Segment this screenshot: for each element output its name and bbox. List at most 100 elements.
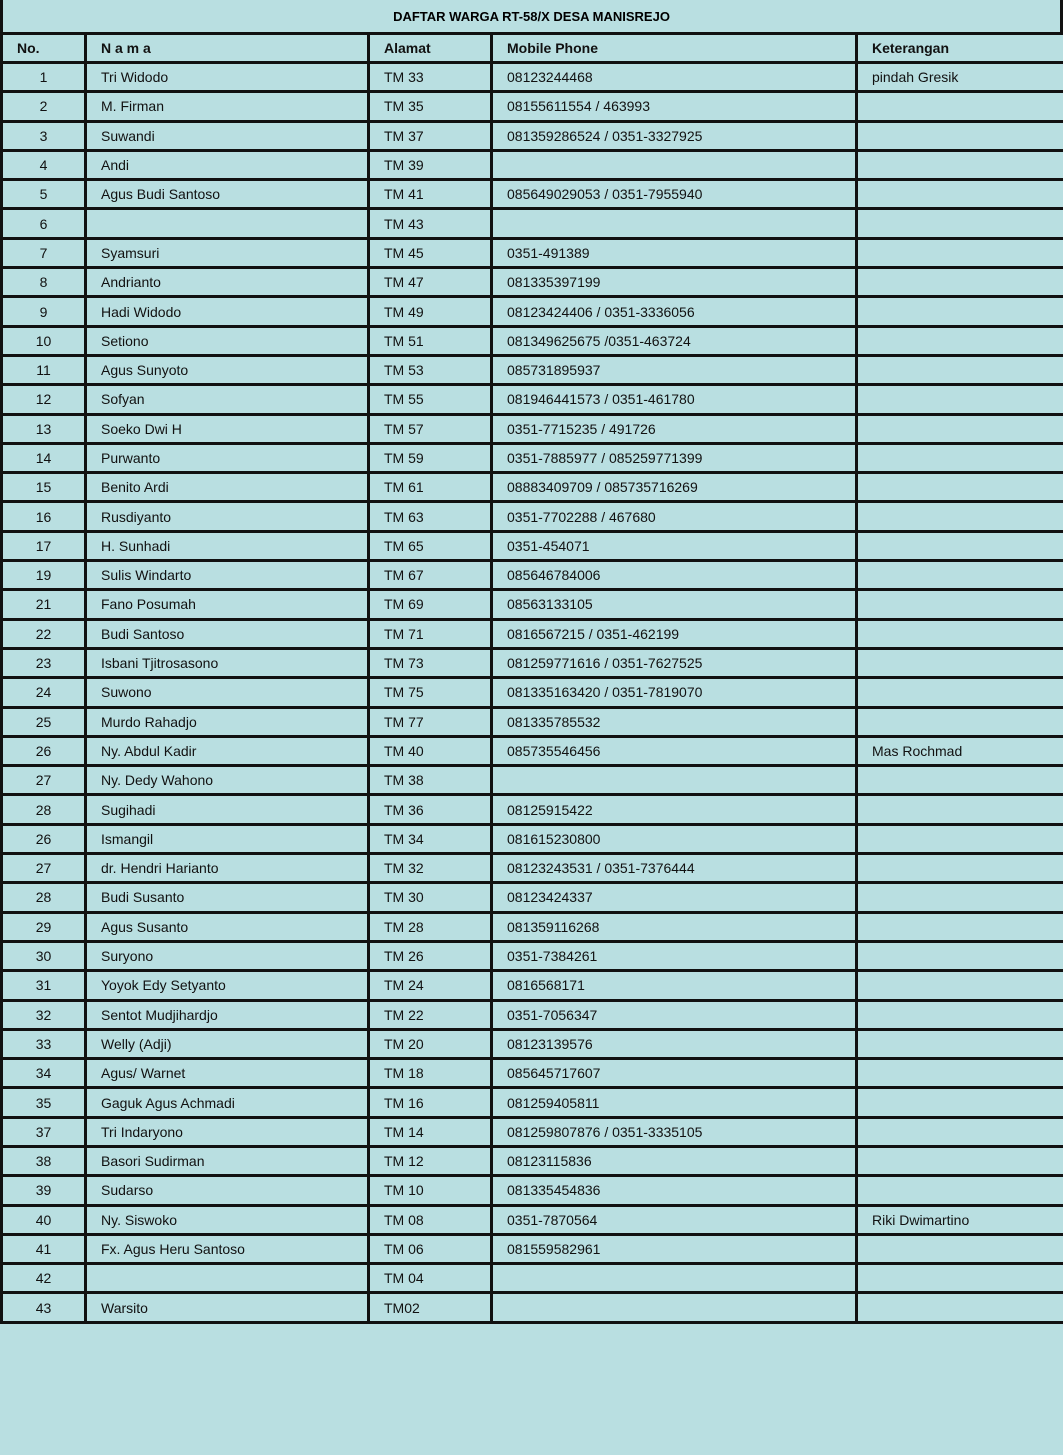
table-row: 8 Andrianto TM 47 081335397199 <box>0 266 1063 299</box>
cell-keterangan <box>855 910 1063 943</box>
cell-alamat: TM 35 <box>367 90 493 123</box>
cell-phone: 0351-491389 <box>490 236 858 270</box>
table-row: 28 Sugihadi TM 36 08125915422 <box>0 793 1063 826</box>
header-row: No. N a m a Alamat Mobile Phone Keterang… <box>0 32 1063 64</box>
cell-no: 43 <box>0 1291 87 1324</box>
table-row: 23 Isbani Tjitrosasono TM 73 081259771616 /… <box>0 646 1063 680</box>
page-title: DAFTAR WARGA RT-58/X DESA MANISREJO <box>0 0 1063 32</box>
cell-alamat: TM 32 <box>367 852 493 885</box>
cell-nama: Sofyan <box>84 383 370 416</box>
cell-keterangan <box>855 148 1063 182</box>
cell-keterangan <box>855 441 1063 475</box>
cell-alamat: TM 67 <box>367 559 493 592</box>
header-alamat: Alamat <box>367 32 493 64</box>
cell-nama: Ny. Siswoko <box>84 1203 370 1236</box>
cell-phone: 085735546456 <box>490 734 858 768</box>
cell-phone: 081259771616 / 0351-7627525 <box>490 646 858 680</box>
cell-no: 12 <box>0 383 87 416</box>
cell-phone: 0351-7885977 / 085259771399 <box>490 441 858 475</box>
cell-phone: 08125915422 <box>490 793 858 826</box>
table-row: 19 Sulis Windarto TM 67 085646784006 <box>0 559 1063 592</box>
cell-nama: Tri Indaryono <box>84 1115 370 1148</box>
table-row: 35 Gaguk Agus Achmadi TM 16 081259405811 <box>0 1086 1063 1119</box>
cell-no: 9 <box>0 295 87 328</box>
cell-no: 14 <box>0 441 87 475</box>
cell-no: 17 <box>0 529 87 563</box>
cell-alamat: TM 49 <box>367 295 493 328</box>
cell-keterangan <box>855 588 1063 621</box>
header-phone: Mobile Phone <box>490 32 858 64</box>
cell-keterangan <box>855 559 1063 592</box>
cell-phone: 085645717607 <box>490 1057 858 1090</box>
cell-no: 15 <box>0 471 87 504</box>
cell-nama: Agus/ Warnet <box>84 1057 370 1090</box>
cell-alamat: TM 12 <box>367 1144 493 1178</box>
cell-phone: 085646784006 <box>490 559 858 592</box>
cell-alamat: TM 06 <box>367 1232 493 1266</box>
cell-keterangan <box>855 617 1063 650</box>
cell-nama: Purwanto <box>84 441 370 475</box>
cell-nama: Hadi Widodo <box>84 295 370 328</box>
cell-keterangan <box>855 1115 1063 1148</box>
cell-no: 7 <box>0 236 87 270</box>
cell-phone: 081359286524 / 0351-3327925 <box>490 119 858 152</box>
table-row: 13 Soeko Dwi H TM 57 0351-7715235 / 491726 <box>0 412 1063 445</box>
cell-keterangan <box>855 793 1063 826</box>
cell-alamat: TM 47 <box>367 266 493 299</box>
table-row: 3 Suwandi TM 37 081359286524 / 0351-3327925 <box>0 119 1063 152</box>
cell-no: 27 <box>0 852 87 885</box>
cell-keterangan <box>855 969 1063 1002</box>
cell-alamat: TM 37 <box>367 119 493 152</box>
cell-phone <box>490 1291 858 1324</box>
table-row: 6 TM 43 <box>0 207 1063 240</box>
table-row: 27 Ny. Dedy Wahono TM 38 <box>0 764 1063 797</box>
cell-alamat: TM 36 <box>367 793 493 826</box>
cell-nama: Andi <box>84 148 370 182</box>
cell-phone: 081359116268 <box>490 910 858 943</box>
cell-alamat: TM 33 <box>367 60 493 94</box>
cell-no: 16 <box>0 500 87 533</box>
cell-keterangan <box>855 852 1063 885</box>
cell-keterangan <box>855 1291 1063 1324</box>
cell-alamat: TM 61 <box>367 471 493 504</box>
cell-phone: 0351-7384261 <box>490 939 858 973</box>
cell-nama: Warsito <box>84 1291 370 1324</box>
cell-alamat: TM 59 <box>367 441 493 475</box>
cell-keterangan <box>855 471 1063 504</box>
cell-keterangan <box>855 1262 1063 1295</box>
header-nama: N a m a <box>84 32 370 64</box>
cell-no: 10 <box>0 324 87 357</box>
cell-phone <box>490 148 858 182</box>
cell-no: 34 <box>0 1057 87 1090</box>
cell-no: 5 <box>0 178 87 211</box>
table-row: 30 Suryono TM 26 0351-7384261 <box>0 939 1063 973</box>
table-row: 14 Purwanto TM 59 0351-7885977 / 0852597713… <box>0 441 1063 475</box>
cell-nama <box>84 1262 370 1295</box>
cell-keterangan <box>855 1174 1063 1207</box>
cell-nama: Agus Susanto <box>84 910 370 943</box>
cell-nama: Benito Ardi <box>84 471 370 504</box>
header-no: No. <box>0 32 87 64</box>
cell-phone: 081946441573 / 0351-461780 <box>490 383 858 416</box>
header-keterangan: Keterangan <box>855 32 1063 64</box>
cell-alamat: TM 39 <box>367 148 493 182</box>
cell-alamat: TM 71 <box>367 617 493 650</box>
cell-keterangan: pindah Gresik <box>855 60 1063 94</box>
cell-keterangan <box>855 266 1063 299</box>
cell-nama: Setiono <box>84 324 370 357</box>
cell-nama: Agus Sunyoto <box>84 353 370 387</box>
cell-nama: Sugihadi <box>84 793 370 826</box>
cell-nama: Murdo Rahadjo <box>84 705 370 738</box>
cell-nama: Basori Sudirman <box>84 1144 370 1178</box>
cell-nama: M. Firman <box>84 90 370 123</box>
cell-keterangan <box>855 324 1063 357</box>
cell-phone: 085731895937 <box>490 353 858 387</box>
cell-phone: 08123244468 <box>490 60 858 94</box>
table-row: 25 Murdo Rahadjo TM 77 081335785532 <box>0 705 1063 738</box>
cell-alamat: TM 75 <box>367 676 493 709</box>
cell-keterangan: Mas Rochmad <box>855 734 1063 768</box>
cell-no: 1 <box>0 60 87 94</box>
cell-no: 32 <box>0 998 87 1031</box>
cell-alamat: TM 55 <box>367 383 493 416</box>
table-row: 11 Agus Sunyoto TM 53 085731895937 <box>0 353 1063 387</box>
